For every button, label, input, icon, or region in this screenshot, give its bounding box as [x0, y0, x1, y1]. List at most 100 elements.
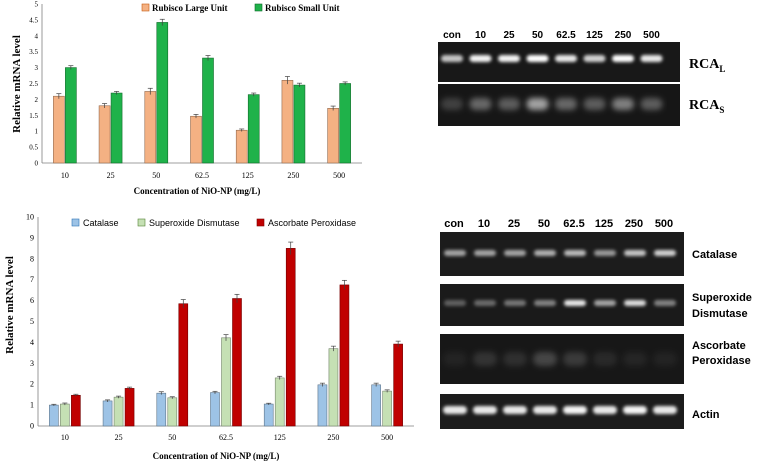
chart1-bar — [98, 105, 111, 164]
gel1-lane-labels: con 10 25 50 62.5 125 250 500 — [443, 30, 660, 41]
chart1-x-axis-label: Concentration of NiO-NP (mg/L) — [134, 186, 261, 196]
gel-actin-bands — [443, 406, 677, 414]
gel-band — [469, 98, 492, 110]
chart1-bar — [293, 84, 306, 164]
gel-lane-label: 62.5 — [563, 218, 584, 230]
chart1-y-tick-label: 5 — [35, 1, 39, 9]
gel-band — [564, 300, 586, 306]
chart2-bar — [382, 390, 392, 427]
gel-lane-label: 500 — [655, 218, 673, 230]
chart2-y-tick-label: 9 — [30, 233, 34, 242]
chart1-x-tick-label: 125 — [242, 171, 254, 180]
gel-band — [563, 352, 587, 366]
gel-lane-label: con — [444, 218, 464, 230]
gel-lane-label: 50 — [538, 218, 550, 230]
chart2-x-tick-label: 500 — [381, 433, 393, 442]
gel-label-dismutase: Dismutase — [692, 308, 748, 320]
gel-label-ascorbate: Ascorbate — [692, 340, 746, 352]
gel-band — [653, 352, 677, 366]
chart1-y-tick-label: 2 — [35, 96, 39, 104]
legend-label-rubisco-small: Rubisco Small Unit — [265, 3, 340, 13]
chart2-x-tick-label: 62.5 — [219, 433, 233, 442]
chart2-bar — [210, 392, 220, 427]
gel-band — [563, 406, 587, 414]
chart2-y-tick-label: 2 — [30, 380, 34, 389]
chart1-y-tick-label: 2.5 — [29, 80, 38, 88]
gel-band — [594, 250, 616, 256]
rca-gel-panel: con 10 25 50 62.5 125 250 500 RCAL RCAS — [438, 30, 725, 126]
gel-band — [443, 406, 467, 414]
gel2-lane-labels: con 10 25 50 62.5 125 250 500 — [444, 218, 673, 230]
gel-band — [473, 406, 497, 414]
gel-band — [564, 250, 586, 256]
gel-band — [534, 250, 556, 256]
chart1-bar — [65, 67, 77, 164]
gel-band — [503, 406, 527, 414]
gel-band — [526, 98, 549, 110]
gel-lane-label: 250 — [625, 218, 643, 230]
legend-swatch-superoxide-dismutase — [137, 218, 146, 227]
gel-band — [583, 55, 606, 62]
chart1-y-tick-label: 0 — [35, 160, 39, 168]
chart2-x-tick-label: 50 — [168, 433, 176, 442]
chart1-x-tick-label: 62.5 — [195, 171, 209, 180]
gel-band — [533, 406, 557, 414]
chart1-y-tick-labels: 0 0.5 1 1.5 2 2.5 3 3.5 4 4.5 5 — [29, 1, 38, 168]
gel-label-rca-small: RCAS — [689, 98, 724, 115]
gel-band — [640, 55, 663, 62]
chart1-x-tick-label: 10 — [61, 171, 69, 180]
chart2-bar — [156, 392, 167, 427]
chart1-bar — [247, 94, 260, 164]
gel-band — [640, 98, 663, 110]
gel-lane-label: 10 — [478, 218, 490, 230]
gel-band — [443, 352, 467, 366]
chart1-bar — [235, 129, 248, 164]
gel-band — [583, 98, 606, 110]
gel-band — [534, 300, 556, 306]
chart1-bar — [190, 115, 202, 164]
gel-lane-label: 25 — [508, 218, 520, 230]
chart2-bar — [317, 384, 328, 427]
gel-band — [474, 300, 496, 306]
gel-label-actin: Actin — [692, 409, 720, 421]
gel-band — [469, 55, 492, 62]
gel-catalase-bands — [444, 250, 676, 256]
gel-band — [653, 406, 677, 414]
gel-lane-label: 125 — [586, 30, 603, 41]
chart2-bar — [371, 384, 381, 427]
chart2-bar — [285, 248, 296, 427]
gel-lane-label: 50 — [532, 30, 544, 41]
chart1-y-tick-label: 4 — [35, 32, 39, 40]
gel-band — [555, 55, 577, 62]
chart2-x-axis-label: Concentration of NiO-NP (mg/L) — [153, 451, 280, 461]
chart1-x-tick-label: 500 — [333, 171, 345, 180]
chart1-x-tick-label: 250 — [287, 171, 299, 180]
chart1-y-tick-label: 1 — [35, 128, 39, 136]
chart2-bar — [71, 394, 81, 427]
chart1-y-tick-label: 1.5 — [29, 112, 38, 120]
gel-band — [504, 300, 526, 306]
gel-rca-small-bands — [441, 98, 663, 110]
gel-band — [444, 300, 466, 306]
chart1-y-tick-label: 4.5 — [29, 16, 38, 24]
gel-band — [612, 98, 634, 110]
gel-band — [624, 250, 646, 256]
gel-label-peroxidase: Peroxidase — [692, 355, 751, 367]
chart1-bar — [144, 91, 157, 164]
gel-band — [473, 352, 497, 366]
gel-lane-label: 250 — [615, 30, 632, 41]
chart1-y-tick-label: 3.5 — [29, 48, 38, 56]
chart2-y-tick-label: 8 — [30, 254, 34, 263]
chart1-bar — [202, 57, 214, 164]
gel-band — [503, 352, 527, 366]
legend-swatch-rubisco-large — [141, 3, 150, 12]
chart2-y-tick-label: 4 — [30, 338, 34, 347]
gel-sod-bands — [444, 300, 676, 306]
chart1-bar — [53, 95, 65, 164]
chart2-x-tick-labels: 10 25 50 62.5 125 250 500 — [61, 433, 393, 442]
chart2-bar — [393, 343, 403, 427]
chart2-bar — [232, 298, 242, 427]
chart2-y-tick-label: 7 — [30, 275, 34, 284]
gel-band — [498, 98, 520, 110]
